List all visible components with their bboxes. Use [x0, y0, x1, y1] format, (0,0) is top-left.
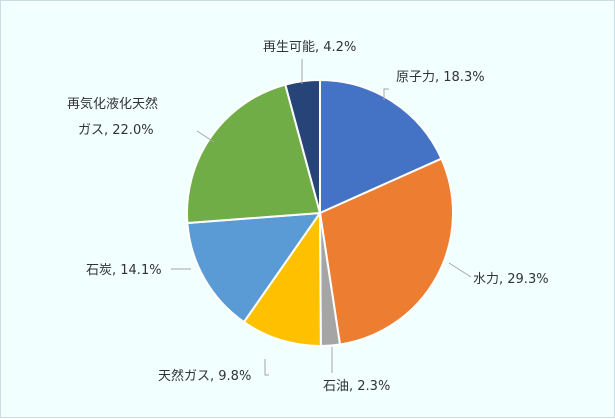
pie-slice-hydro — [318, 157, 454, 346]
leader-line-nuclear — [383, 88, 389, 100]
pie-slice-nuclear — [319, 78, 443, 215]
leader-line-gas — [264, 359, 269, 376]
pie-slice-coal — [186, 211, 323, 324]
leader-line-hydro — [448, 262, 472, 278]
label-renewable: 再生可能, 4.2% — [263, 40, 356, 55]
label-nuclear: 原子力, 18.3% — [396, 70, 485, 85]
pie-slice-lng — [186, 83, 322, 225]
leader-lines — [171, 59, 472, 376]
pie-slice-renewable — [284, 78, 321, 214]
label-oil: 石油, 2.3% — [323, 379, 390, 394]
pie-slices — [186, 78, 454, 348]
pie-slice-gas — [242, 209, 322, 348]
label-coal: 石炭, 14.1% — [86, 263, 162, 278]
label-hydro: 水力, 29.3% — [473, 272, 549, 287]
data-labels: 原子力, 18.3% 水力, 29.3% 石油, 2.3% 天然ガス, 9.8%… — [67, 40, 549, 394]
leader-line-lng — [196, 130, 215, 143]
label-lng-line2: ガス, 22.0% — [78, 123, 154, 138]
label-lng-line1: 再気化液化天然 — [67, 96, 158, 112]
label-gas: 天然ガス, 9.8% — [158, 368, 251, 384]
